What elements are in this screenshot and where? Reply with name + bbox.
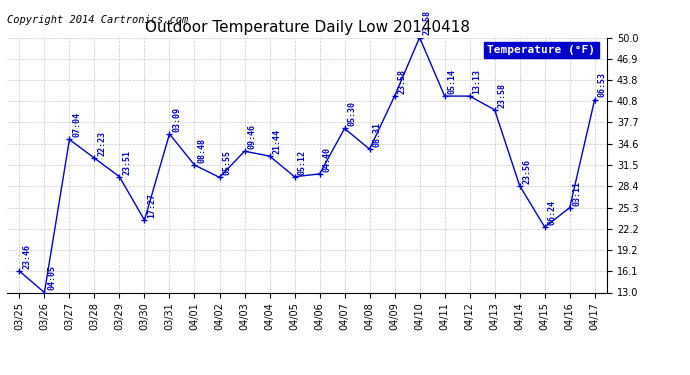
Text: 07:04: 07:04 [72,112,81,137]
Text: 05:14: 05:14 [448,69,457,94]
Text: 03:11: 03:11 [573,181,582,206]
Text: 06:24: 06:24 [548,200,557,225]
Title: Outdoor Temperature Daily Low 20140418: Outdoor Temperature Daily Low 20140418 [144,20,470,35]
Text: 17:27: 17:27 [148,193,157,218]
Text: 08:31: 08:31 [373,122,382,147]
Text: 04:40: 04:40 [322,147,332,172]
Text: 23:51: 23:51 [122,150,132,175]
Text: 04:05: 04:05 [48,266,57,290]
Text: 23:58: 23:58 [422,10,432,35]
Text: 05:55: 05:55 [222,150,232,176]
Text: 23:56: 23:56 [522,159,532,184]
Text: 03:09: 03:09 [172,107,181,132]
Text: 23:58: 23:58 [397,69,406,94]
Text: 22:23: 22:23 [97,131,106,156]
Text: 05:12: 05:12 [297,150,306,175]
Text: 05:30: 05:30 [348,101,357,126]
Text: 06:53: 06:53 [598,72,607,98]
Text: 09:46: 09:46 [248,124,257,149]
Text: Copyright 2014 Cartronics.com: Copyright 2014 Cartronics.com [7,15,188,25]
Text: 13:13: 13:13 [473,69,482,94]
Text: 21:44: 21:44 [273,129,282,154]
Text: Temperature (°F): Temperature (°F) [487,45,595,55]
Text: 08:48: 08:48 [197,138,206,163]
Text: 23:58: 23:58 [497,83,506,108]
Text: 23:46: 23:46 [22,244,32,269]
